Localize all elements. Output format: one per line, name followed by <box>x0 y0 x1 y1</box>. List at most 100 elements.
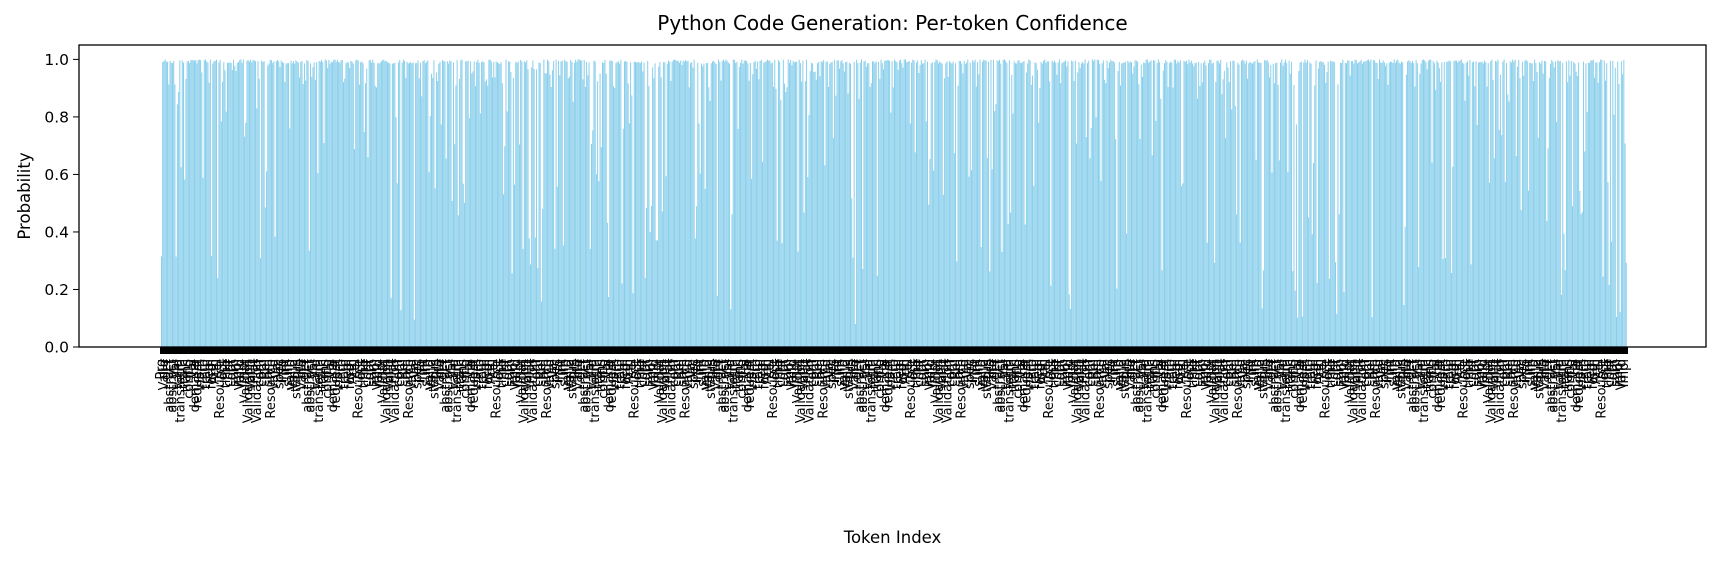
token-bar <box>647 60 649 347</box>
token-bar <box>1087 63 1088 347</box>
token-bar <box>1418 266 1420 347</box>
x-tick-label: config <box>1287 359 1302 399</box>
token-bar <box>597 81 599 348</box>
token-bar <box>1517 66 1519 347</box>
token-bar <box>666 63 668 348</box>
x-tick-label: Pro <box>1163 359 1178 380</box>
token-bar <box>569 76 571 347</box>
x-tick-label: valid <box>836 359 851 390</box>
token-bar <box>615 63 617 347</box>
x-tick-label: abstract <box>718 359 733 413</box>
token-bar <box>914 152 916 347</box>
token-bar <box>815 79 817 347</box>
token-bar <box>1379 59 1380 347</box>
token-bar <box>1398 62 1400 347</box>
token-bar <box>573 62 575 347</box>
token-bar <box>1162 70 1164 347</box>
x-tick-label: nam <box>1022 359 1037 388</box>
token-bar <box>755 68 757 347</box>
token-bar <box>229 62 231 347</box>
x-tick-label: form <box>1310 359 1325 389</box>
token-bar <box>909 123 911 347</box>
token-bar <box>1613 114 1615 348</box>
x-tick-label: sum <box>537 359 552 387</box>
token-bar <box>1069 308 1071 347</box>
token-bar <box>583 60 585 348</box>
token-bar <box>1293 85 1295 348</box>
x-tick-label: abstract <box>439 359 454 413</box>
token-bar <box>637 62 639 348</box>
token-bar <box>1248 63 1250 348</box>
token-bar <box>1195 62 1197 347</box>
token-bar <box>1150 60 1152 348</box>
token-bar <box>830 62 832 348</box>
token-bar <box>1569 75 1571 348</box>
x-tick-label: regi <box>1031 359 1046 384</box>
x-tick-label: Resource <box>402 359 417 419</box>
token-bar <box>237 62 239 348</box>
x-tick-label: status <box>704 359 719 399</box>
token-bar <box>1427 60 1429 348</box>
x-tick-label: sel <box>1316 359 1331 377</box>
x-tick-label: sum <box>1471 359 1486 387</box>
token-bar <box>383 59 385 347</box>
token-bar <box>1411 60 1413 347</box>
token-bar <box>1546 220 1548 347</box>
token-bar <box>501 83 503 348</box>
token-bar <box>766 59 768 348</box>
x-tick-label: Pro <box>1025 359 1040 380</box>
token-bar <box>388 62 390 347</box>
token-bar <box>602 62 603 347</box>
x-tick-label: config <box>735 359 750 399</box>
x-tick-label: com <box>808 359 823 387</box>
x-tick-label: sum <box>918 359 933 387</box>
x-tick-label: Validat <box>377 359 392 403</box>
token-bar <box>1383 62 1385 348</box>
token-bar <box>1244 63 1246 347</box>
token-bar <box>176 104 178 347</box>
x-tick-label: Plat <box>1076 359 1091 384</box>
token-bar <box>503 194 505 347</box>
x-tick-label: sum <box>281 359 296 387</box>
token-bar <box>1083 63 1085 348</box>
token-bar <box>1247 78 1249 347</box>
x-tick-label: sum <box>814 359 829 387</box>
x-tick-label: valid <box>698 359 713 390</box>
token-bar <box>492 77 494 347</box>
x-tick-label: Val <box>306 359 321 378</box>
token-bar <box>887 60 889 348</box>
token-bar <box>1266 60 1268 347</box>
token-bar <box>1518 59 1520 347</box>
token-bar <box>292 61 294 347</box>
x-tick-label: Valid <box>977 359 992 390</box>
token-bar <box>1157 59 1159 347</box>
token-bar <box>1072 61 1074 348</box>
token-bar <box>649 231 651 347</box>
token-bar <box>407 63 409 347</box>
token-bar <box>1603 60 1605 348</box>
x-tick-label: abstract <box>1132 359 1147 413</box>
token-bar <box>759 60 761 347</box>
token-bar <box>538 62 540 348</box>
token-bar <box>1441 62 1443 348</box>
x-tick-label: def <box>1403 359 1418 380</box>
token-bar <box>969 62 971 348</box>
token-bar <box>1028 59 1030 348</box>
x-tick-label: Pro <box>983 359 998 380</box>
x-tick-label: Valid <box>287 359 302 390</box>
token-bar <box>935 59 937 347</box>
token-bar <box>847 93 849 347</box>
token-bar <box>754 60 756 347</box>
token-bar <box>185 78 187 348</box>
token-bar <box>1335 262 1336 347</box>
x-tick-label: Valid <box>244 359 259 390</box>
token-bar <box>1614 67 1616 348</box>
token-bar <box>952 61 954 347</box>
x-tick-label: val <box>599 359 614 378</box>
token-bar <box>672 60 674 347</box>
x-tick-label: Valid <box>509 359 524 390</box>
token-bar <box>1137 61 1139 347</box>
token-bar <box>691 62 693 347</box>
token-bar <box>485 79 487 347</box>
x-tick-label: Val <box>408 359 423 378</box>
